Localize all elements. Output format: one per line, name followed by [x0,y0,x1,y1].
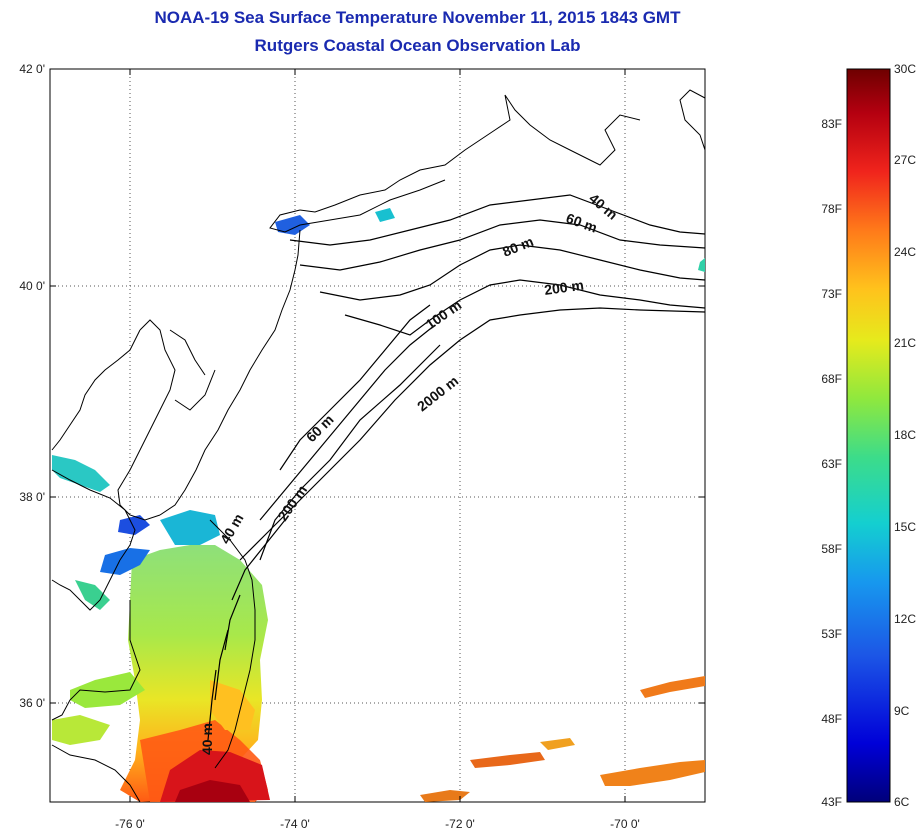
cb-label-83f: 83F [821,117,842,131]
bathymetry-contours [207,194,705,741]
contour-label-40m-south: 40 m [199,723,215,755]
sst-data [52,208,705,802]
cb-label-53f: 53F [821,627,842,641]
cb-label-21c: 21C [894,336,916,350]
cb-label-48f: 48F [821,712,842,726]
cb-label-9c: 9C [894,704,910,718]
cb-label-58f: 58F [821,542,842,556]
cb-label-78f: 78F [821,202,842,216]
lat-label-36: 36 0' [19,696,45,710]
colorbar-celsius-labels: 30C 27C 24C 21C 18C 15C 12C 9C 6C [894,62,916,809]
cb-label-63f: 63F [821,457,842,471]
colorbar [846,68,891,803]
contour-label-200m-north: 200 m [543,277,585,298]
cb-label-43f: 43F [821,795,842,809]
cb-label-27c: 27C [894,153,916,167]
colorbar-fahrenheit-labels: 83F 78F 73F 68F 63F 58F 53F 48F 43F [821,117,842,809]
frame-ticks [50,69,705,802]
lon-label-70: -70 0' [610,817,640,831]
cb-label-30c: 30C [894,62,916,76]
cb-label-18c: 18C [894,428,916,442]
lon-label-72: -72 0' [445,817,475,831]
map-title: NOAA-19 Sea Surface Temperature November… [154,8,681,27]
cb-label-15c: 15C [894,520,916,534]
lon-label-74: -74 0' [280,817,310,831]
lat-label-38: 38 0' [19,490,45,504]
cb-label-68f: 68F [821,372,842,386]
cb-label-6c: 6C [894,795,910,809]
lat-label-42: 42 0' [19,62,45,76]
coastline [51,89,705,802]
cb-label-12c: 12C [894,612,916,626]
cb-label-24c: 24C [894,245,916,259]
cb-label-73f: 73F [821,287,842,301]
lon-label-76: -76 0' [115,817,145,831]
map-subtitle: Rutgers Coastal Ocean Observation Lab [254,36,581,55]
lat-label-40: 40 0' [19,279,45,293]
